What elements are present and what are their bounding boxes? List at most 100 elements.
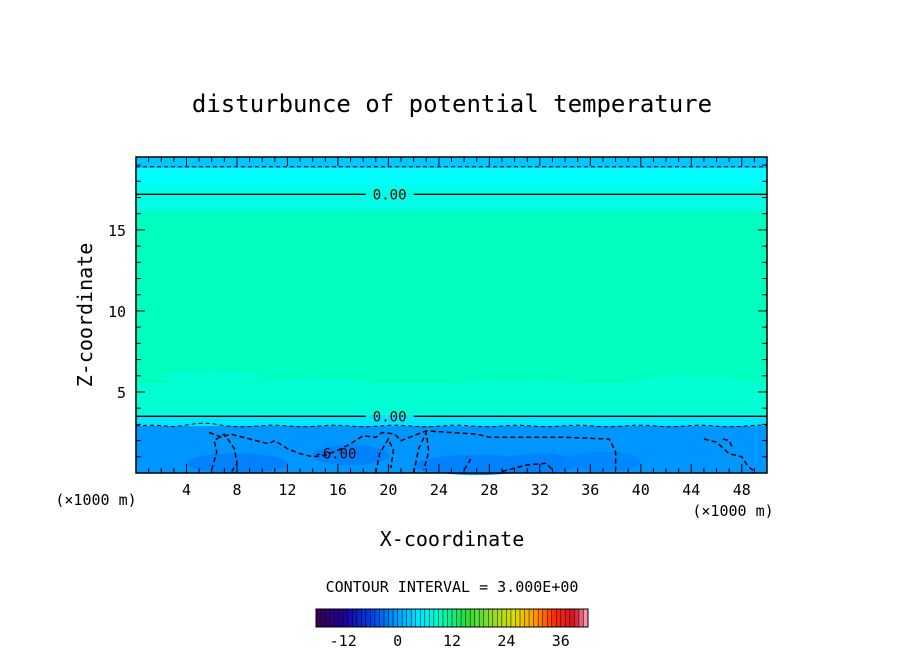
y-tick-label-10: 10: [108, 303, 126, 321]
x-tick-label-20: 20: [379, 481, 397, 499]
contour-neg-loop-3: [463, 456, 472, 471]
x-tick-label-8: 8: [232, 481, 241, 499]
fill-bump-2: [438, 380, 591, 395]
colorbar-label-1: 0: [393, 632, 402, 650]
colorbar-cell-48: [533, 609, 539, 627]
fill-bump-1: [249, 378, 376, 393]
colorbar-cell-23: [420, 609, 426, 627]
x-tick-label-12: 12: [278, 481, 296, 499]
colorbar-label-2: 12: [443, 632, 461, 650]
x-tick-label-28: 28: [480, 481, 498, 499]
colorbar-cell-58: [578, 609, 584, 627]
colorbar-frame: [315, 608, 589, 628]
colorbar-cell-10: [361, 609, 367, 627]
colorbar-cell-34: [470, 609, 475, 627]
colorbar-cell-24: [424, 609, 430, 627]
colorbar-cell-7: [347, 609, 353, 627]
contour-neg-line: [208, 430, 617, 470]
colorbar-cell-25: [429, 609, 435, 627]
colorbar-cell-30: [452, 609, 457, 627]
x-tick-label-4: 4: [182, 481, 191, 499]
colorbar-cell-8: [352, 609, 358, 627]
colorbar-cell-17: [393, 609, 398, 627]
contour-interval-label: CONTOUR INTERVAL = 3.000E+00: [326, 578, 579, 596]
colorbar-cell-11: [365, 609, 371, 627]
colorbar-cell-19: [402, 609, 407, 627]
contour-neg-loop-4: [501, 462, 554, 473]
chart-title: disturbunce of potential temperature: [192, 90, 712, 118]
x-tick-label-40: 40: [632, 481, 650, 499]
colorbar-cell-52: [551, 609, 557, 627]
x-axis-label: X-coordinate: [380, 527, 525, 551]
colorbar-cell-21: [411, 609, 417, 627]
colorbar-cell-22: [415, 609, 421, 627]
fill-bump-0: [161, 370, 263, 385]
x-tick-label-16: 16: [329, 481, 347, 499]
colorbar-cell-51: [547, 609, 553, 627]
colorbar-cell-35: [474, 609, 480, 627]
colorbar-cell-9: [356, 609, 362, 627]
colorbar-cell-45: [520, 609, 525, 627]
x-tick-label-48: 48: [733, 481, 751, 499]
colorbar: -12 0 12 24 36: [315, 608, 589, 650]
colorbar-cell-16: [388, 609, 394, 627]
fill-band-3: [136, 210, 767, 384]
colorbar-label-0: -12: [330, 632, 357, 650]
y-axis-label: Z-coordinate: [73, 243, 97, 388]
contour-neg-loop-5: [703, 438, 755, 472]
y-tick-label-5: 5: [117, 384, 126, 402]
contour-neg-loop-2: [412, 429, 430, 474]
colorbar-cell-37: [483, 609, 489, 627]
colorbar-cell-31: [456, 609, 462, 627]
colorbar-cell-56: [569, 609, 575, 627]
contour-neg-loop-1: [375, 437, 395, 474]
colorbar-cell-33: [465, 609, 471, 627]
colorbar-cell-44: [515, 609, 521, 627]
colorbar-cell-27: [438, 609, 444, 627]
colorbar-cell-3: [329, 609, 335, 627]
colorbar-cell-46: [524, 609, 530, 627]
colorbar-cell-41: [501, 609, 507, 627]
fill-bump-3: [628, 376, 755, 391]
colorbar-cell-1: [320, 609, 326, 627]
fill-band-2: [136, 184, 767, 211]
colorbar-cell-18: [397, 609, 403, 627]
colorbar-cell-12: [370, 609, 376, 627]
colorbar-cell-53: [556, 609, 562, 627]
x-unit-left: (×1000 m): [55, 491, 136, 509]
contour-label-neg: -6.00: [314, 446, 356, 462]
colorbar-cell-15: [384, 609, 389, 627]
colorbar-cell-38: [488, 609, 494, 627]
colorbar-cell-6: [343, 609, 349, 627]
fill-patch-1: [312, 445, 389, 466]
colorbar-cell-26: [433, 609, 439, 627]
contour-neg-loop-0: [210, 433, 238, 472]
colorbar-cell-32: [461, 609, 466, 627]
colorbar-cell-13: [374, 609, 380, 627]
y-tick-label-15: 15: [108, 222, 126, 240]
colorbar-cell-20: [406, 609, 412, 627]
colorbar-cell-40: [497, 609, 503, 627]
fill-band-1: [136, 168, 767, 185]
colorbar-cell-43: [510, 609, 516, 627]
colorbar-cell-36: [479, 609, 485, 627]
colorbar-cell-49: [538, 609, 543, 627]
x-tick-label-44: 44: [682, 481, 700, 499]
contour-label-0: 0.00: [373, 187, 407, 203]
x-tick-label-24: 24: [430, 481, 448, 499]
fill-patch-3: [501, 453, 578, 474]
contour-neg-loop-6: [722, 438, 734, 450]
x-unit-right: (×1000 m): [692, 502, 773, 520]
colorbar-cell-5: [338, 609, 344, 627]
colorbar-cell-0: [316, 609, 321, 627]
colorbar-cell-54: [560, 609, 566, 627]
colorbar-label-3: 24: [497, 632, 515, 650]
fill-band-5: [136, 414, 767, 427]
contour-dashed-boundary: [135, 422, 768, 428]
colorbar-cell-55: [565, 609, 571, 627]
x-tick-label-32: 32: [531, 481, 549, 499]
colorbar-cell-4: [334, 609, 339, 627]
colorbar-cell-14: [379, 609, 385, 627]
